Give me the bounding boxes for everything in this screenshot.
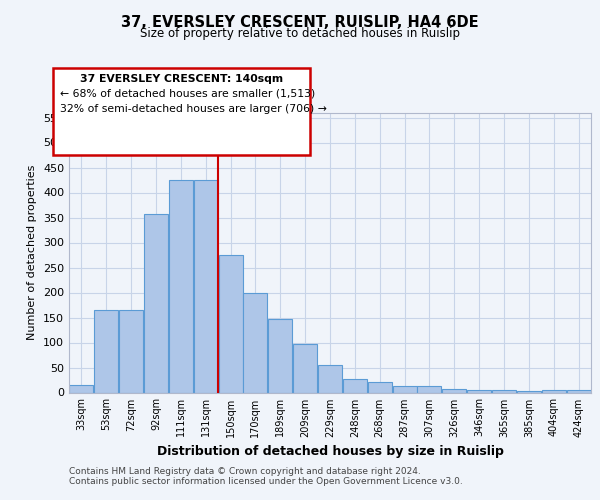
Text: Contains HM Land Registry data © Crown copyright and database right 2024.: Contains HM Land Registry data © Crown c… — [69, 467, 421, 476]
Bar — [194, 180, 218, 392]
Bar — [94, 310, 118, 392]
Bar — [542, 390, 566, 392]
Text: 37, EVERSLEY CRESCENT, RUISLIP, HA4 6DE: 37, EVERSLEY CRESCENT, RUISLIP, HA4 6DE — [121, 15, 479, 30]
Bar — [318, 365, 342, 392]
Bar — [268, 318, 292, 392]
Text: Contains public sector information licensed under the Open Government Licence v3: Contains public sector information licen… — [69, 477, 463, 486]
X-axis label: Distribution of detached houses by size in Ruislip: Distribution of detached houses by size … — [157, 445, 503, 458]
Y-axis label: Number of detached properties: Number of detached properties — [28, 165, 37, 340]
Bar — [144, 214, 168, 392]
Bar — [517, 391, 541, 392]
Bar — [492, 390, 516, 392]
Bar — [467, 390, 491, 392]
Bar — [368, 382, 392, 392]
Bar — [566, 390, 590, 392]
Bar — [169, 180, 193, 392]
Bar — [293, 344, 317, 393]
Bar — [392, 386, 416, 392]
Bar — [119, 310, 143, 392]
Text: ← 68% of detached houses are smaller (1,513): ← 68% of detached houses are smaller (1,… — [60, 89, 315, 99]
Text: 32% of semi-detached houses are larger (706) →: 32% of semi-detached houses are larger (… — [60, 104, 327, 114]
Bar — [218, 255, 242, 392]
Bar — [343, 378, 367, 392]
Bar — [418, 386, 442, 392]
Bar — [70, 385, 94, 392]
Bar — [244, 292, 268, 392]
Text: 37 EVERSLEY CRESCENT: 140sqm: 37 EVERSLEY CRESCENT: 140sqm — [80, 74, 283, 84]
Bar — [442, 389, 466, 392]
Text: Size of property relative to detached houses in Ruislip: Size of property relative to detached ho… — [140, 28, 460, 40]
